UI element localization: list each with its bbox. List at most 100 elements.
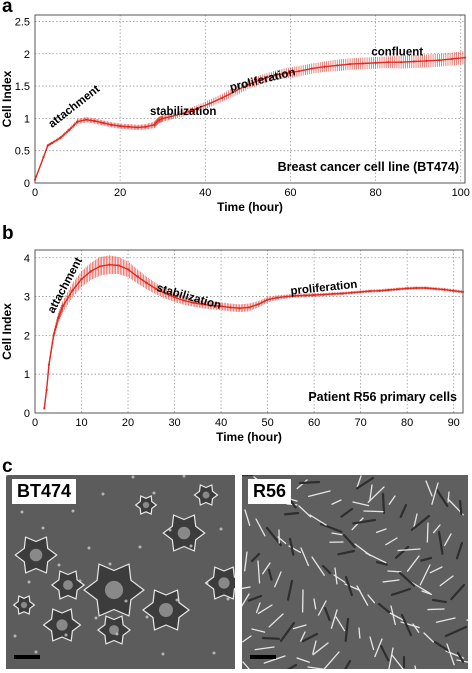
data-point bbox=[406, 287, 409, 290]
spindle-cell bbox=[458, 499, 463, 516]
spindle-cell bbox=[257, 560, 261, 584]
data-point bbox=[257, 303, 260, 306]
x-tick-label: 40 bbox=[199, 187, 211, 199]
data-point bbox=[221, 96, 224, 99]
data-point bbox=[136, 126, 139, 129]
data-point bbox=[61, 305, 65, 308]
spindle-cell bbox=[358, 627, 361, 639]
spindle-cell bbox=[317, 600, 327, 616]
data-point bbox=[259, 78, 262, 81]
data-point bbox=[195, 107, 198, 110]
cell-line-annotation: Patient R56 primary cells bbox=[308, 390, 457, 404]
y-tick-label: 2 bbox=[24, 49, 30, 61]
x-tick-label: 90 bbox=[448, 417, 460, 429]
y-tick-label: 0.5 bbox=[15, 146, 30, 158]
spindle-cell bbox=[335, 616, 346, 632]
data-point bbox=[294, 294, 297, 297]
spindle-cell bbox=[397, 548, 421, 552]
panel-label-c: c bbox=[2, 456, 13, 477]
spindle-cell bbox=[292, 624, 307, 630]
spindle-cell bbox=[388, 647, 394, 669]
r56-cell-image bbox=[242, 475, 468, 669]
spindle-cell bbox=[331, 532, 343, 536]
spindle-cell bbox=[456, 659, 468, 663]
spindle-cell bbox=[433, 640, 450, 652]
spindle-cell bbox=[255, 518, 266, 537]
spindle-cell bbox=[391, 654, 404, 669]
spindle-cell bbox=[312, 640, 317, 655]
spindle-cell bbox=[255, 602, 261, 614]
data-point bbox=[99, 265, 102, 268]
panel-label-b: b bbox=[2, 223, 14, 244]
spindle-cell bbox=[300, 547, 310, 567]
spindle-cell bbox=[319, 522, 343, 533]
data-point bbox=[463, 56, 467, 59]
debris bbox=[161, 652, 165, 656]
scale-bar bbox=[14, 655, 40, 659]
x-tick-label: 20 bbox=[122, 417, 134, 429]
data-point bbox=[46, 144, 49, 147]
spindle-cell bbox=[382, 579, 400, 583]
spindle-cell bbox=[279, 621, 296, 642]
spindle-cell bbox=[374, 638, 383, 658]
spindle-cell bbox=[261, 636, 281, 640]
spindle-cell bbox=[344, 575, 353, 597]
data-point bbox=[182, 299, 185, 302]
spindle-cell bbox=[312, 642, 329, 656]
data-point bbox=[161, 117, 164, 120]
debris bbox=[138, 545, 142, 549]
spindle-cell bbox=[437, 530, 444, 555]
data-point bbox=[387, 288, 390, 292]
debris bbox=[219, 527, 223, 531]
spindle-cell bbox=[400, 621, 420, 629]
spindle-cell bbox=[427, 608, 445, 611]
cell-nucleus bbox=[104, 580, 124, 600]
spindle-cell bbox=[244, 551, 248, 572]
data-point bbox=[108, 263, 111, 266]
data-point bbox=[412, 60, 416, 63]
data-point bbox=[67, 128, 71, 132]
data-point bbox=[400, 61, 403, 64]
spindle-cell bbox=[244, 509, 251, 526]
spindle-cell bbox=[323, 606, 331, 622]
cell-nucleus bbox=[56, 619, 68, 631]
y-tick-label: 0 bbox=[24, 408, 30, 420]
debris bbox=[175, 598, 179, 602]
chart-a-bt474: 0 20 40 60 80 100 0 0.5 1 1.5 2 2.5 Time (hour) Cell … bbox=[0, 14, 470, 214]
data-point bbox=[451, 57, 454, 61]
x-tick-label: 40 bbox=[215, 417, 227, 429]
y-tick-label: 1 bbox=[24, 369, 30, 381]
data-point bbox=[285, 295, 288, 298]
spindle-cell bbox=[390, 587, 412, 596]
data-point bbox=[272, 74, 275, 77]
spindle-cell bbox=[406, 555, 420, 572]
spindle-cell bbox=[307, 666, 325, 669]
debris bbox=[145, 615, 149, 619]
spindle-cell bbox=[387, 570, 402, 573]
data-point bbox=[57, 316, 60, 320]
data-point bbox=[110, 123, 113, 126]
spindle-cell bbox=[414, 665, 417, 669]
x-tick-label: 10 bbox=[75, 417, 87, 429]
data-point bbox=[266, 298, 269, 301]
spindle-cell bbox=[300, 631, 306, 642]
micrograph-bt474: BT474 bbox=[6, 475, 235, 669]
spindle-cell bbox=[379, 644, 390, 662]
data-point bbox=[433, 287, 437, 290]
spindle-cell bbox=[334, 567, 338, 585]
spindle-cell bbox=[390, 605, 396, 626]
y-tick-label: 3 bbox=[24, 292, 30, 304]
cell-nucleus bbox=[218, 577, 230, 589]
micrograph-bt474-label: BT474 bbox=[12, 479, 77, 504]
debris bbox=[131, 475, 135, 479]
cell-nucleus bbox=[159, 603, 173, 617]
debris bbox=[6, 475, 8, 477]
spindle-cell bbox=[410, 514, 431, 531]
data-point bbox=[219, 305, 223, 308]
spindle-cell bbox=[344, 659, 352, 669]
phase-label: confluent bbox=[371, 47, 423, 59]
debris bbox=[205, 581, 209, 585]
spindle-cell bbox=[242, 593, 250, 607]
plot-frame bbox=[34, 14, 466, 184]
x-tick-label: 80 bbox=[401, 417, 413, 429]
